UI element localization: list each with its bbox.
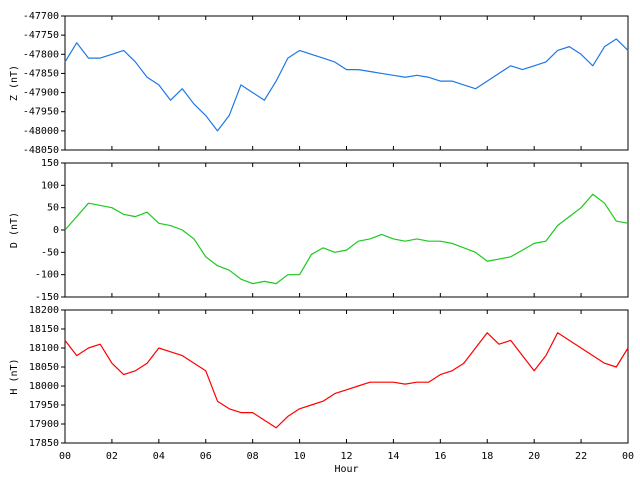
- plot-frame: [64, 162, 629, 298]
- y-tick-label: 18100: [29, 343, 59, 354]
- data-line: [64, 332, 629, 429]
- y-axis-label: Z (nT): [9, 65, 20, 101]
- y-tick-label: 0: [53, 225, 59, 236]
- y-tick-label: -47850: [23, 68, 59, 79]
- y-tick-label: -48050: [23, 145, 59, 156]
- y-tick-label: 18050: [29, 362, 59, 373]
- x-tick-label: 14: [387, 451, 399, 462]
- y-tick-label: -47800: [23, 49, 59, 60]
- y-tick-label: -47950: [23, 107, 59, 118]
- x-tick-label: 16: [434, 451, 446, 462]
- x-axis-label: Hour: [334, 464, 358, 475]
- data-line: [64, 193, 629, 285]
- y-tick-label: -47750: [23, 30, 59, 41]
- x-tick-label: 00: [622, 451, 634, 462]
- x-tick-label: 10: [294, 451, 306, 462]
- x-tick-label: 18: [481, 451, 493, 462]
- y-tick-label: -47900: [23, 88, 59, 99]
- y-tick-label: 18200: [29, 305, 59, 316]
- y-tick-label: -50: [41, 247, 59, 258]
- y-tick-label: 17900: [29, 419, 59, 430]
- x-tick-label: 04: [153, 451, 165, 462]
- x-tick-label: 02: [106, 451, 118, 462]
- x-tick-label: 08: [247, 451, 259, 462]
- y-tick-label: 50: [47, 203, 59, 214]
- y-tick-label: -150: [35, 292, 59, 303]
- x-tick-label: 22: [575, 451, 587, 462]
- data-line: [64, 38, 629, 132]
- plot-frame: [64, 309, 629, 444]
- y-tick-label: 17950: [29, 400, 59, 411]
- y-tick-label: -48000: [23, 126, 59, 137]
- y-tick-label: -47700: [23, 11, 59, 22]
- y-tick-label: 18000: [29, 381, 59, 392]
- y-axis-label: D (nT): [9, 212, 20, 248]
- y-axis-label: H (nT): [9, 358, 20, 394]
- y-tick-label: 17850: [29, 438, 59, 449]
- x-tick-label: 00: [59, 451, 71, 462]
- y-tick-label: 150: [41, 158, 59, 169]
- y-tick-label: -100: [35, 270, 59, 281]
- y-tick-label: 18150: [29, 324, 59, 335]
- x-tick-label: 06: [200, 451, 212, 462]
- x-tick-label: 12: [340, 451, 352, 462]
- plot-frame: [64, 15, 629, 151]
- y-tick-label: 100: [41, 180, 59, 191]
- x-tick-label: 20: [528, 451, 540, 462]
